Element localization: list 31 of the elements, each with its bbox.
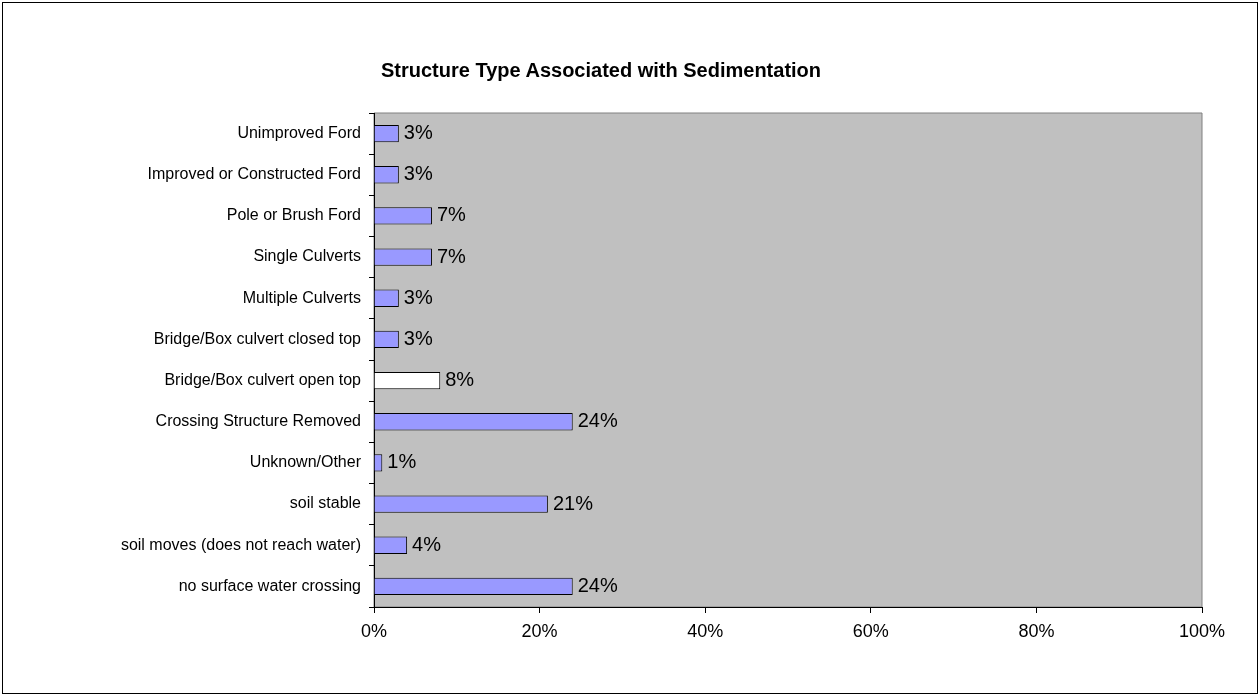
y-tick-label: Multiple Culverts xyxy=(242,288,361,306)
chart-title: Structure Type Associated with Sedimentation xyxy=(380,58,822,81)
y-tick-label: Bridge/Box culvert open top xyxy=(164,370,362,388)
x-tick-label: 40% xyxy=(687,620,724,641)
data-label: 7% xyxy=(436,244,467,267)
x-tick-label: 0% xyxy=(360,620,388,641)
y-tick-label: Pole or Brush Ford xyxy=(226,206,361,224)
y-tick-label: soil stable xyxy=(289,494,362,512)
y-tick-label: Bridge/Box culvert closed top xyxy=(153,329,362,347)
y-tick-label: Improved or Constructed Ford xyxy=(147,165,361,183)
x-tick-label: 20% xyxy=(521,620,558,641)
data-label: 1% xyxy=(387,450,417,473)
data-label: 24% xyxy=(577,409,618,432)
x-tick-label: 100% xyxy=(1178,620,1226,641)
y-tick-label: Unimproved Ford xyxy=(237,123,361,141)
y-tick-label: no surface water crossing xyxy=(178,576,361,594)
data-label: 4% xyxy=(412,532,442,555)
y-tick-label: Single Culverts xyxy=(253,247,361,265)
data-label: 3% xyxy=(403,162,433,185)
data-label: 8% xyxy=(445,368,475,391)
data-label: 3% xyxy=(403,121,433,144)
data-label: 3% xyxy=(403,326,433,349)
y-tick-label: Unknown/Other xyxy=(249,453,362,471)
data-label: 24% xyxy=(577,573,618,596)
x-tick-label: 80% xyxy=(1018,620,1055,641)
y-tick-label: soil moves (does not reach water) xyxy=(120,535,361,553)
data-label: 3% xyxy=(403,285,433,308)
x-tick-label: 60% xyxy=(852,620,889,641)
data-label: 21% xyxy=(552,491,594,514)
data-label: 7% xyxy=(436,203,467,226)
y-tick-label: Crossing Structure Removed xyxy=(155,412,361,430)
